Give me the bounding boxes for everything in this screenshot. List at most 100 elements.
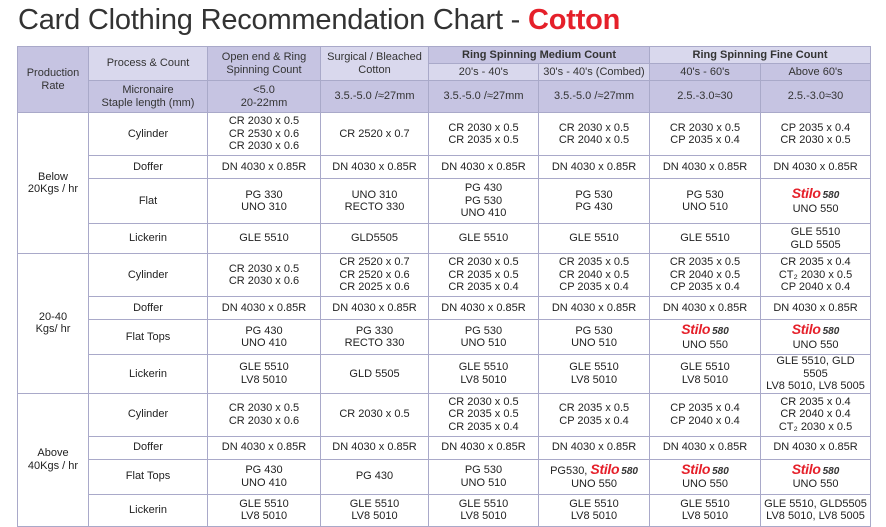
recommendation-cell: PG 330 RECTO 330 — [320, 319, 429, 355]
recommendation-cell: CP 2035 x 0.4 CP 2040 x 0.4 — [649, 392, 762, 437]
production-rate-cell: 20-40 Kgs/ hr — [17, 253, 89, 394]
spec-cell: 3.5.-5.0 /≈27mm — [428, 80, 539, 113]
recommendation-cell: GLE 5510 GLD 5505 — [760, 223, 872, 254]
recommendation-cell: PG 330 UNO 310 — [207, 178, 321, 224]
open-end-header: Open end & Ring Spinning Count — [207, 46, 321, 81]
process-cell: Doffer — [88, 296, 208, 320]
micronaire-header: Micronaire Staple length (mm) — [88, 80, 208, 113]
stilo-logo: Stilo — [791, 185, 821, 201]
recommendation-cell: CR 2030 x 0.5 — [320, 392, 429, 437]
table-row: Flat Tops PG 430 UNO 410 PG 330 RECTO 330 PG … — [18, 319, 872, 355]
stilo-logo: Stilo — [791, 460, 821, 477]
recommendation-cell: DN 4030 x 0.85R — [428, 435, 539, 460]
recommendation-cell: GLE 5510 — [649, 223, 762, 254]
recommendation-cell: Stilo 580 UNO 550 — [760, 458, 872, 495]
process-cell: Lickerin — [88, 493, 208, 527]
recommendation-cell: UNO 310 RECTO 330 — [320, 178, 429, 224]
stilo-logo: Stilo — [681, 460, 711, 477]
table-row: 20-40 Kgs/ hr Cylinder CR 2030 x 0.5 CR 2030… — [17, 253, 872, 394]
surgical-header: Surgical / Bleached Cotton — [320, 46, 429, 81]
recommendation-cell: GLD5505 — [320, 223, 429, 254]
table-row: Doffer DN 4030 x 0.85R DN 4030 x 0.85R DN 4… — [18, 435, 872, 460]
recommendation-cell: DN 4030 x 0.85R — [760, 155, 872, 179]
recommendation-cell: GLE 5510 LV8 5010 — [428, 493, 539, 527]
recommendation-cell: CR 2035 x 0.5 CP 2035 x 0.4 — [537, 392, 651, 437]
spec-cell: 2.5.-3.0≈30 — [649, 80, 762, 113]
recommendation-cell: DN 4030 x 0.85R — [320, 155, 429, 179]
recommendation-cell: DN 4030 x 0.85R — [649, 155, 762, 179]
recommendation-cell: DN 4030 x 0.85R — [428, 155, 539, 179]
recommendation-cell: CR 2030 x 0.5 CR 2035 x 0.5 CR 2035 x 0.4 — [428, 392, 539, 437]
stilo-product: Stilo 580 — [681, 321, 729, 337]
recommendation-cell: GLE 5510 — [428, 223, 539, 254]
recommendation-cell: PG 530 UNO 510 — [428, 319, 539, 355]
recommendation-cell: DN 4030 x 0.85R — [428, 296, 539, 320]
recommendation-cell: GLE 5510 LV8 5010 — [320, 493, 429, 527]
recommendation-cell: GLD 5505 — [320, 354, 429, 394]
stilo-product: PG530, Stilo 580 — [550, 460, 638, 477]
spec-cell: 3.5.-5.0 /≈27mm — [320, 80, 429, 113]
process-cell: Flat Tops — [88, 319, 208, 355]
recommendation-cell: CR 2030 x 0.5 CR 2530 x 0.6 CR 2030 x 0.6 — [207, 112, 321, 156]
recommendation-cell: GLE 5510 LV8 5010 — [649, 493, 762, 527]
table-row: Doffer DN 4030 x 0.85R DN 4030 x 0.85R DN 4… — [18, 296, 872, 320]
stilo-logo: Stilo — [681, 321, 711, 337]
recommendation-cell: CR 2035 x 0.4 CT₂ 2030 x 0.5 CP 2040 x 0.4 — [760, 253, 872, 297]
table-row: Flat Tops PG 430 UNO 410 PG 430 PG 530 UNO 51… — [18, 458, 872, 495]
recommendation-cell: GLE 5510, GLD 5505 LV8 5010, LV8 5005 — [760, 354, 872, 394]
process-cell: Cylinder — [88, 112, 208, 156]
recommendation-cell: GLE 5510 LV8 5010 — [537, 354, 651, 394]
stilo-product: Stilo 580 — [791, 321, 840, 337]
page-title: Card Clothing Recommendation Chart - Cot… — [18, 4, 621, 36]
process-count-header: Process & Count — [88, 46, 208, 81]
recommendation-cell: CP 2035 x 0.4 CR 2030 x 0.5 — [760, 112, 872, 156]
table-row: Flat PG 330 UNO 310 UNO 310 RECTO 330 PG 430 P… — [18, 178, 872, 224]
fine-count-header: Ring Spinning Fine Count — [649, 46, 872, 64]
process-cell: Cylinder — [88, 392, 208, 437]
recommendation-cell: PG 530 UNO 510 — [428, 458, 539, 495]
stilo-product: Stilo 580 — [791, 185, 840, 201]
medium-count-header: Ring Spinning Medium Count — [427, 46, 651, 64]
recommendation-cell: Stilo 580 UNO 550 — [649, 319, 762, 355]
recommendation-cell: Stilo 580 UNO 550 — [760, 319, 872, 355]
recommendation-cell: PG 530 UNO 510 — [537, 319, 651, 355]
recommendation-cell: DN 4030 x 0.85R — [760, 435, 872, 460]
recommendation-cell: DN 4030 x 0.85R — [649, 435, 762, 460]
process-cell: Doffer — [88, 155, 208, 179]
recommendation-cell: CR 2520 x 0.7 CR 2520 x 0.6 CR 2025 x 0.6 — [320, 253, 429, 297]
recommendation-cell: PG 430 PG 530 UNO 410 — [428, 178, 539, 224]
production-rate-header: Production Rate — [17, 46, 89, 113]
recommendation-cell: DN 4030 x 0.85R — [207, 155, 321, 179]
recommendation-cell: GLE 5510 — [537, 223, 651, 254]
production-rate-cell: Below 20Kgs / hr — [17, 112, 89, 254]
table-row: Lickerin GLE 5510 LV8 5010 GLE 5510 LV8 5010… — [18, 493, 872, 527]
recommendation-cell: GLE 5510, GLD5505 LV8 5010, LV8 5005 — [760, 493, 872, 527]
recommendation-cell: CR 2035 x 0.4 CR 2040 x 0.4 CT₂ 2030 x 0.5 — [760, 392, 872, 437]
title-highlight: Cotton — [528, 4, 621, 36]
recommendation-cell: CR 2520 x 0.7 — [320, 112, 429, 156]
recommendation-cell: DN 4030 x 0.85R — [537, 435, 651, 460]
recommendation-table: Production Rate Process & Count Open end… — [17, 46, 872, 527]
recommendation-cell: Stilo 580 UNO 550 — [649, 458, 762, 495]
recommendation-cell: GLE 5510 — [207, 223, 321, 254]
process-cell: Flat — [88, 178, 208, 224]
recommendation-cell: DN 4030 x 0.85R — [537, 296, 651, 320]
recommendation-cell: DN 4030 x 0.85R — [760, 296, 872, 320]
subheader: 30's - 40's (Combed) — [537, 63, 651, 81]
recommendation-cell: PG 430 UNO 410 — [207, 319, 321, 355]
recommendation-cell: CR 2030 x 0.5 CR 2030 x 0.6 — [207, 392, 321, 437]
recommendation-cell: GLE 5510 LV8 5010 — [207, 354, 321, 394]
process-cell: Lickerin — [88, 223, 208, 254]
recommendation-cell: Stilo 580 UNO 550 — [760, 178, 872, 224]
table-row: Doffer DN 4030 x 0.85R DN 4030 x 0.85R DN 4… — [18, 155, 872, 179]
recommendation-cell: DN 4030 x 0.85R — [649, 296, 762, 320]
production-rate-cell: Above 40Kgs / hr — [17, 392, 89, 527]
table-row: Above 40Kgs / hr Cylinder CR 2030 x 0.5 CR 2… — [17, 392, 872, 527]
process-cell: Lickerin — [88, 354, 208, 394]
recommendation-cell: PG 430 UNO 410 — [207, 458, 321, 495]
subheader: 20's - 40's — [428, 63, 539, 81]
process-cell: Cylinder — [88, 253, 208, 297]
recommendation-cell: CR 2030 x 0.5 CR 2040 x 0.5 — [537, 112, 651, 156]
recommendation-cell: DN 4030 x 0.85R — [207, 435, 321, 460]
recommendation-cell: GLE 5510 LV8 5010 — [207, 493, 321, 527]
